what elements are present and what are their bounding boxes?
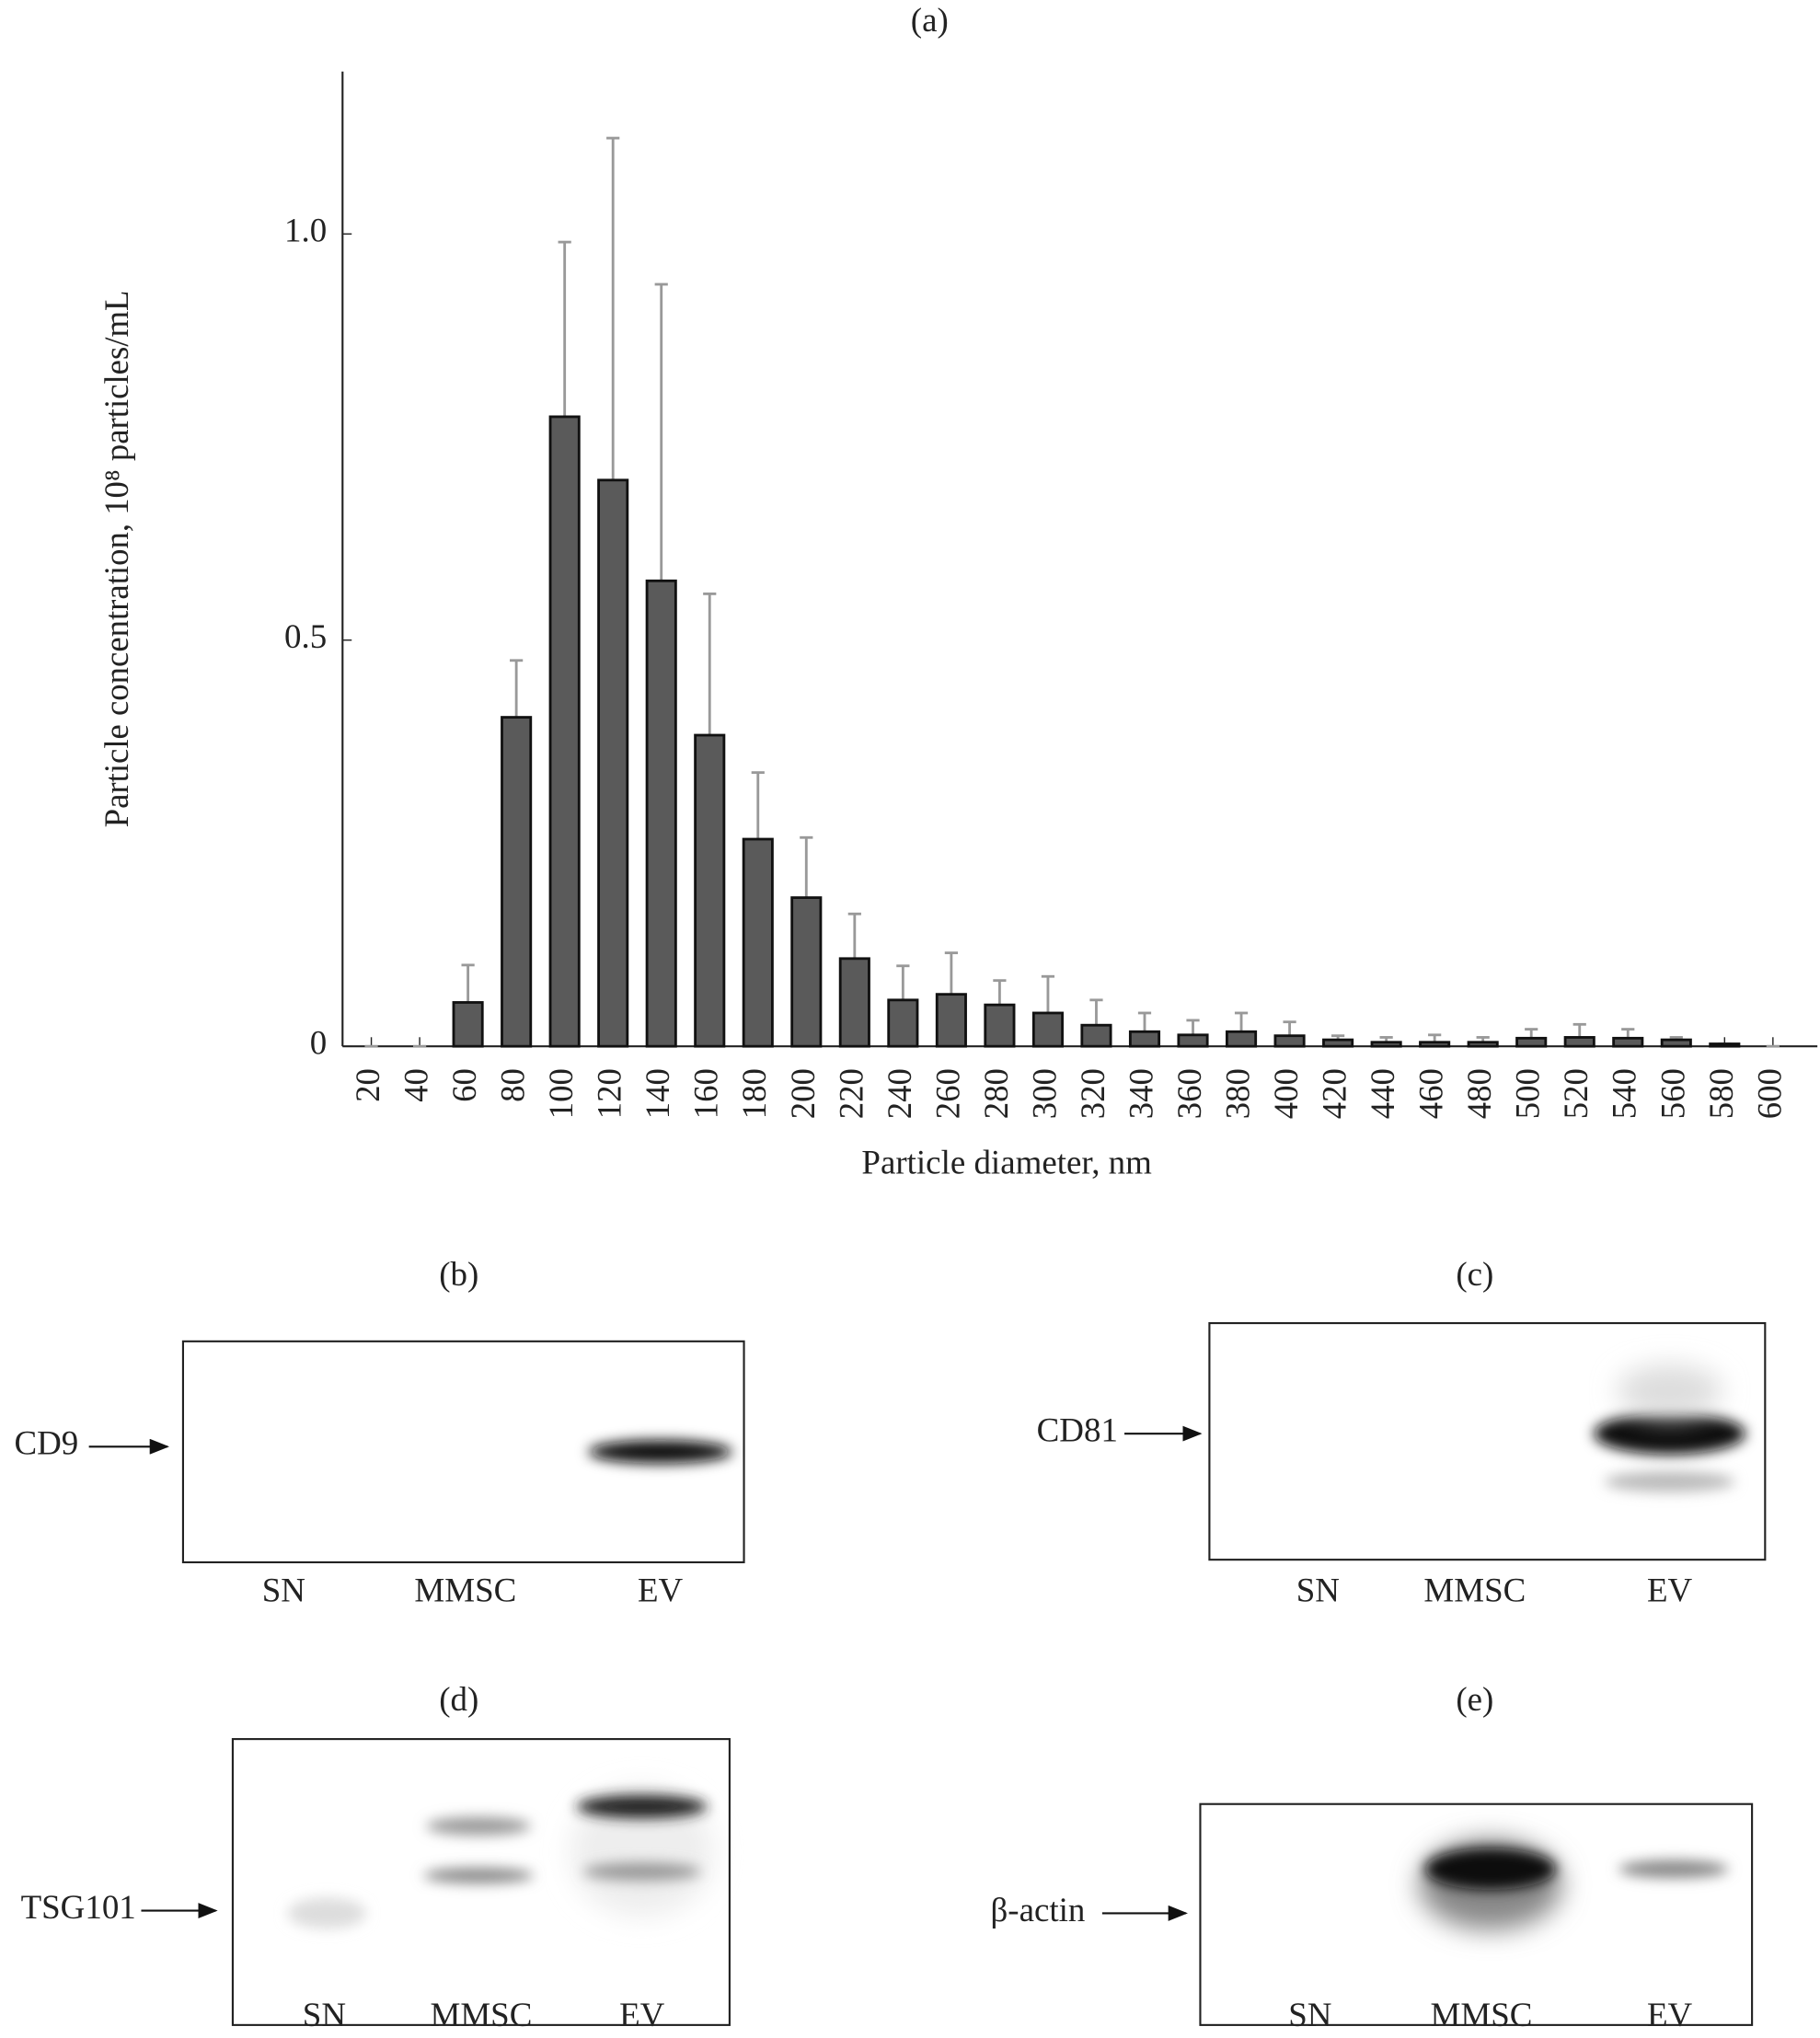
bar	[1273, 1034, 1306, 1048]
bar	[1225, 1030, 1258, 1048]
bar	[1709, 1042, 1741, 1048]
x-tick-label: 160	[687, 1068, 725, 1119]
blot-frame	[1199, 1802, 1754, 2026]
protein-label: CD9	[14, 1424, 78, 1462]
x-tick-label: 600	[1750, 1068, 1788, 1119]
x-tick-label: 460	[1412, 1068, 1450, 1119]
bar	[887, 998, 919, 1048]
x-tick-label: 100	[542, 1068, 580, 1119]
x-tick-label: 80	[494, 1068, 532, 1102]
lane-label: SN	[1288, 1996, 1331, 2033]
x-tick-label: 360	[1170, 1068, 1208, 1119]
bar	[1515, 1036, 1548, 1048]
blot-frame	[1208, 1321, 1767, 1561]
y-tick-label: 0	[310, 1024, 327, 1062]
x-tick-label: 540	[1606, 1068, 1643, 1119]
x-tick-label: 180	[735, 1068, 773, 1119]
bar	[742, 837, 774, 1048]
x-tick-label: 20	[349, 1068, 386, 1102]
bar	[1563, 1036, 1595, 1048]
bar	[694, 733, 726, 1048]
panel-label: (c)	[1456, 1255, 1493, 1293]
y-tick-label: 1.0	[284, 212, 327, 249]
lane-label: SN	[262, 1571, 305, 1608]
bar	[1031, 1011, 1064, 1048]
x-tick-label: 440	[1364, 1068, 1401, 1119]
lane-label: MMSC	[414, 1571, 516, 1608]
bar	[1612, 1036, 1644, 1048]
x-tick-label: 40	[397, 1068, 434, 1102]
x-tick-label: 560	[1653, 1068, 1691, 1119]
bar	[1467, 1041, 1499, 1048]
x-tick-label: 580	[1702, 1068, 1740, 1119]
x-tick-label: 340	[1122, 1068, 1159, 1119]
panel-label: (b)	[439, 1255, 478, 1293]
protein-label: CD81	[1037, 1411, 1118, 1449]
protein-label: TSG101	[21, 1888, 136, 1926]
lane-label: MMSC	[430, 1996, 532, 2033]
x-tick-label: 220	[832, 1068, 870, 1119]
lane-label: MMSC	[1423, 1571, 1526, 1608]
x-tick-label: 280	[977, 1068, 1015, 1119]
bar	[1128, 1030, 1161, 1048]
bar	[501, 716, 533, 1048]
lane-label: SN	[1296, 1571, 1340, 1608]
bar	[790, 896, 823, 1048]
bar	[1370, 1041, 1402, 1048]
x-tick-label: 200	[784, 1068, 822, 1119]
bar	[645, 579, 677, 1048]
bar	[548, 415, 581, 1048]
x-axis-label: Particle diameter, nm	[861, 1144, 1152, 1181]
chart-title: (a)	[911, 1, 949, 39]
lane-label: EV	[638, 1571, 684, 1608]
bar	[1080, 1023, 1112, 1048]
lane-label: EV	[1647, 1996, 1693, 2033]
bar	[984, 1003, 1016, 1048]
x-tick-label: 240	[881, 1068, 918, 1119]
x-tick-label: 60	[445, 1068, 483, 1102]
bar	[1660, 1038, 1692, 1048]
bar	[935, 993, 967, 1048]
lane-label: EV	[1647, 1571, 1693, 1608]
bar	[1177, 1033, 1209, 1048]
x-tick-label: 420	[1315, 1068, 1353, 1119]
bar	[452, 1001, 484, 1048]
lane-label: MMSC	[1431, 1996, 1533, 2033]
lane-label: SN	[303, 1996, 346, 2033]
blot-frame	[181, 1340, 745, 1564]
lane-label: EV	[619, 1996, 665, 2033]
bar	[597, 478, 629, 1048]
bar	[1419, 1041, 1451, 1048]
x-tick-label: 300	[1025, 1068, 1063, 1119]
x-tick-label: 500	[1509, 1068, 1547, 1119]
blot-bands	[287, 1364, 1746, 1930]
x-tick-label: 380	[1218, 1068, 1256, 1119]
x-tick-label: 480	[1460, 1068, 1498, 1119]
panel-label: (e)	[1456, 1680, 1493, 1718]
bar	[1322, 1038, 1354, 1048]
protein-label: β-actin	[991, 1891, 1086, 1929]
y-axis-label: Particle concentration, 10⁸ particles/mL	[98, 291, 135, 828]
panel-label: (d)	[439, 1680, 478, 1718]
x-tick-label: 140	[639, 1068, 676, 1119]
y-tick-label: 0.5	[284, 617, 327, 655]
x-tick-label: 120	[591, 1068, 628, 1119]
x-tick-label: 400	[1267, 1068, 1305, 1119]
bar	[838, 957, 870, 1048]
x-tick-label: 320	[1074, 1068, 1112, 1119]
blot-frame	[231, 1738, 731, 2026]
x-tick-label: 520	[1557, 1068, 1595, 1119]
x-tick-label: 260	[928, 1068, 966, 1119]
